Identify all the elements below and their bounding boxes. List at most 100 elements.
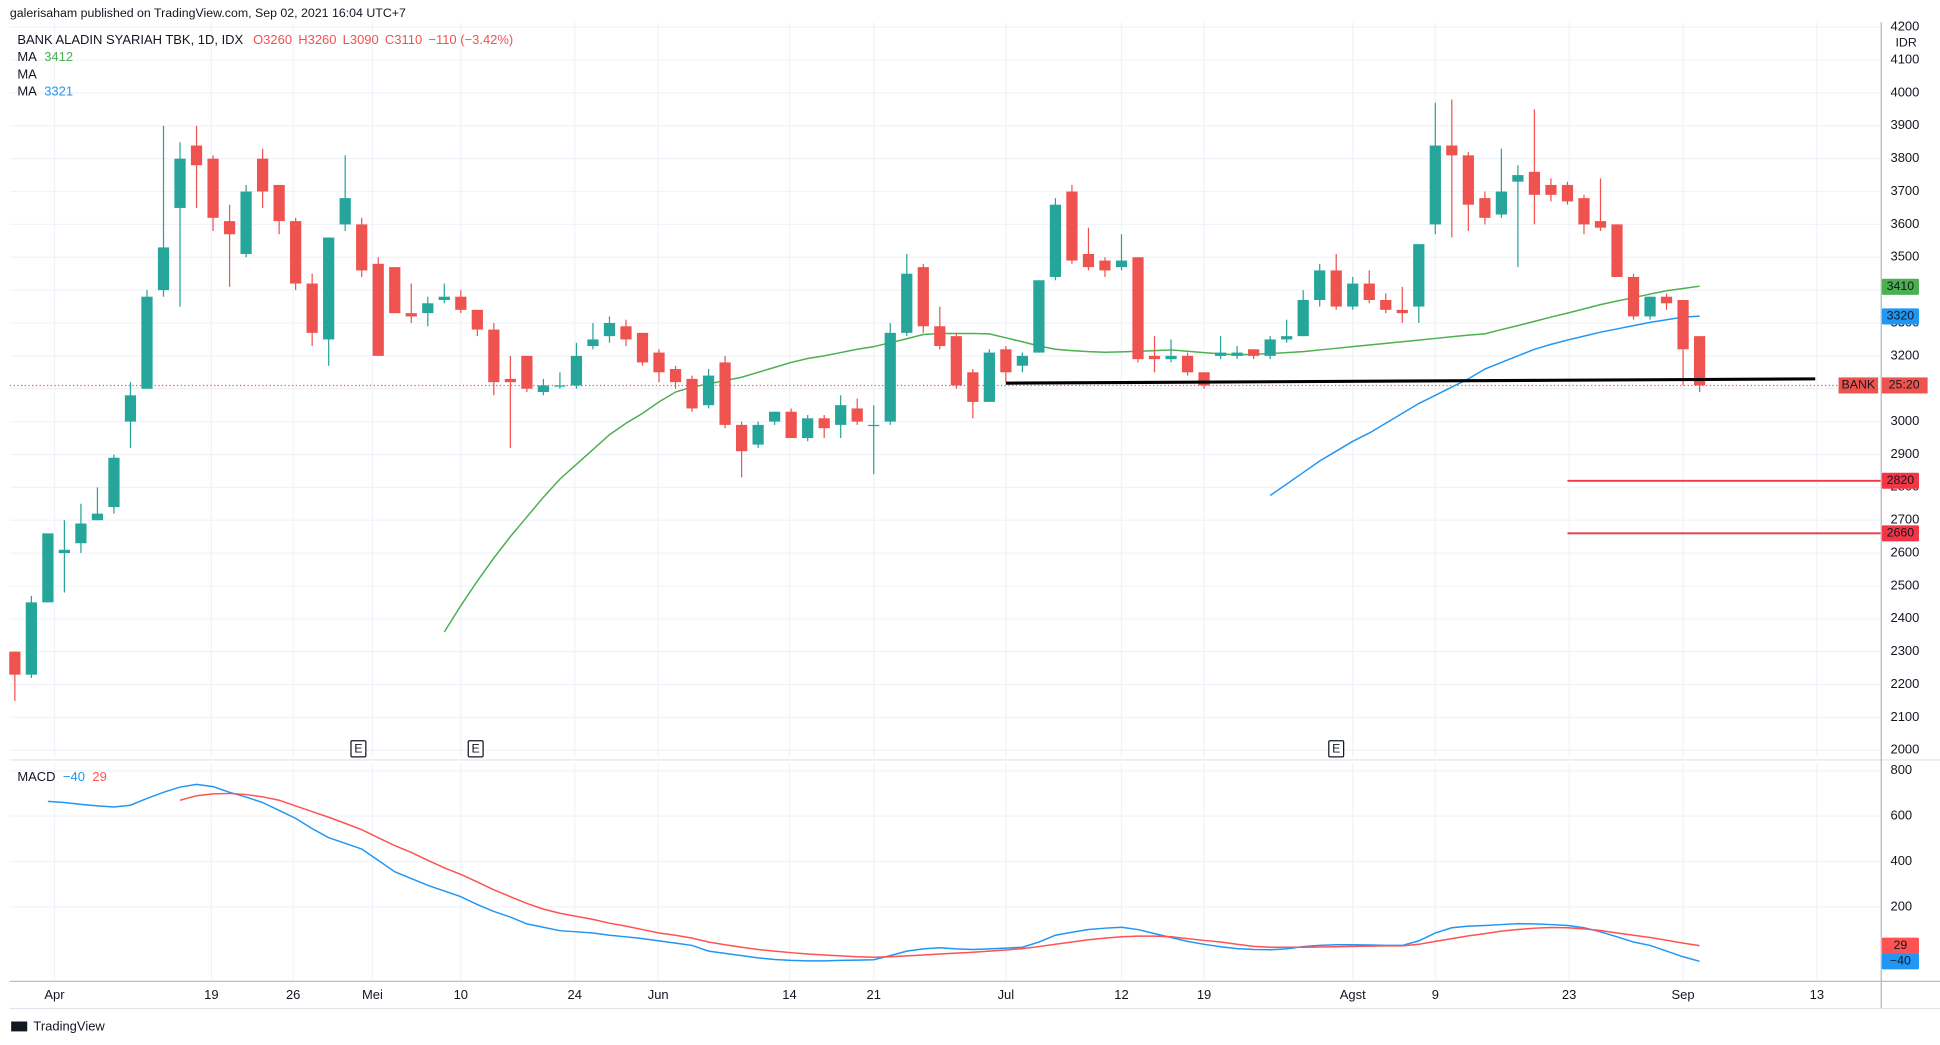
plot-layer: Apr 19 26 Mei 10 24 Jun 14 21 Jul 12 19 Agst 9 23 Sep 13… bbox=[9, 19, 1928, 1002]
indicator-line bbox=[47, 783, 1700, 963]
legend-ma: MA 3321 bbox=[17, 84, 73, 99]
candle-body bbox=[1297, 299, 1309, 337]
candle-body bbox=[1495, 191, 1507, 215]
candle-body bbox=[934, 326, 946, 347]
candle-body bbox=[290, 221, 302, 284]
price-label: 2820 bbox=[1887, 473, 1915, 487]
indicator-line bbox=[179, 792, 1700, 958]
candle-body bbox=[752, 424, 764, 445]
candle-body bbox=[339, 198, 351, 225]
event-label: E bbox=[354, 742, 362, 756]
readout-close: C3110 bbox=[385, 32, 422, 47]
countdown-box bbox=[1881, 377, 1928, 394]
candle-body bbox=[1231, 352, 1243, 356]
candle-body bbox=[702, 375, 715, 406]
candle-body bbox=[356, 224, 368, 271]
candle-body bbox=[405, 313, 417, 317]
candle-body bbox=[983, 352, 995, 402]
candle-body bbox=[901, 273, 913, 333]
candle-body bbox=[1165, 355, 1177, 360]
y-tick-label: 600 bbox=[1891, 808, 1913, 823]
candle-body bbox=[1479, 198, 1491, 218]
y-tick-label: 4200 bbox=[1891, 19, 1920, 34]
x-tick-label: Apr bbox=[44, 987, 65, 1002]
candle-body bbox=[1561, 184, 1574, 202]
legend-ma-name: MA bbox=[17, 84, 37, 99]
readout-open: O3260 bbox=[253, 32, 292, 47]
macd-value: −40 bbox=[63, 769, 85, 784]
candle-body bbox=[1413, 244, 1425, 307]
candle-body bbox=[1082, 253, 1095, 268]
candle-body bbox=[1033, 280, 1045, 353]
candle-body bbox=[75, 523, 87, 544]
candle-body bbox=[1446, 145, 1458, 156]
candle-body bbox=[603, 322, 616, 337]
x-tick-label: 26 bbox=[286, 987, 300, 1002]
legend-ma: MA 3412 bbox=[17, 50, 73, 65]
macd-price-label-box bbox=[1881, 937, 1919, 954]
y-tick-label: 2900 bbox=[1891, 446, 1920, 461]
candle-body bbox=[256, 158, 269, 192]
candle-body bbox=[735, 424, 748, 452]
x-tick-label: Mei bbox=[362, 987, 383, 1002]
candle-body bbox=[818, 418, 830, 429]
candle-body bbox=[636, 332, 649, 363]
candle-body bbox=[471, 309, 483, 330]
candle-body bbox=[1198, 372, 1210, 386]
footer: TradingView bbox=[33, 1018, 105, 1033]
candle-body bbox=[42, 533, 54, 603]
candle-body bbox=[91, 513, 104, 521]
candle-body bbox=[141, 296, 153, 389]
candle-body bbox=[1281, 336, 1293, 340]
y-tick-label: 800 bbox=[1891, 762, 1913, 777]
candle-body bbox=[1545, 184, 1557, 195]
candle-body bbox=[1363, 283, 1375, 300]
y-tick-label: 3500 bbox=[1891, 249, 1920, 264]
candle-body bbox=[884, 332, 896, 422]
candle-body bbox=[1181, 355, 1194, 373]
y-tick-label: 2200 bbox=[1891, 676, 1920, 691]
candle-body bbox=[620, 326, 632, 340]
candle-body bbox=[504, 378, 516, 383]
x-tick-label: 21 bbox=[867, 987, 881, 1002]
y-tick-label: 4000 bbox=[1891, 84, 1920, 99]
legend-ma-value: 3321 bbox=[44, 84, 73, 99]
y-tick-label: 2600 bbox=[1891, 544, 1920, 559]
x-tick-label: 9 bbox=[1432, 987, 1439, 1002]
legend-ma-value: 3412 bbox=[44, 50, 73, 65]
candle-body bbox=[273, 184, 285, 222]
event-marker bbox=[350, 740, 367, 758]
candle-body bbox=[124, 395, 137, 422]
x-tick-label: 10 bbox=[454, 987, 468, 1002]
y-tick-label: 2100 bbox=[1891, 709, 1920, 724]
y-tick-label: 2000 bbox=[1891, 742, 1920, 757]
indicator-line bbox=[1269, 315, 1700, 497]
y-tick-label: 2500 bbox=[1891, 577, 1920, 592]
y-tick-label: 2400 bbox=[1891, 610, 1920, 625]
candle-body bbox=[851, 408, 863, 422]
event-marker bbox=[467, 740, 484, 758]
candle-body bbox=[1660, 296, 1673, 304]
x-tick-label: 23 bbox=[1562, 987, 1576, 1002]
y-tick-label: 2300 bbox=[1891, 643, 1920, 658]
event-marker bbox=[1328, 740, 1345, 758]
ma-price-label: 3320 bbox=[1887, 309, 1915, 323]
candle-body bbox=[1264, 339, 1276, 356]
candle-body bbox=[306, 283, 318, 333]
candle-body bbox=[521, 355, 533, 389]
x-tick-label: 24 bbox=[568, 987, 582, 1002]
countdown: 25:20 bbox=[1889, 378, 1920, 392]
candle-body bbox=[769, 411, 781, 422]
candle-body bbox=[1528, 171, 1541, 195]
candle-body bbox=[174, 158, 186, 208]
candle-body bbox=[157, 247, 170, 291]
event-label: E bbox=[1332, 742, 1340, 756]
candle-body bbox=[1380, 299, 1392, 310]
candle-body bbox=[488, 329, 500, 383]
candle-body bbox=[1396, 309, 1408, 314]
candle-body bbox=[1693, 336, 1706, 386]
y-tick-label: 3800 bbox=[1891, 150, 1920, 165]
legend-ma-name: MA bbox=[17, 67, 37, 82]
